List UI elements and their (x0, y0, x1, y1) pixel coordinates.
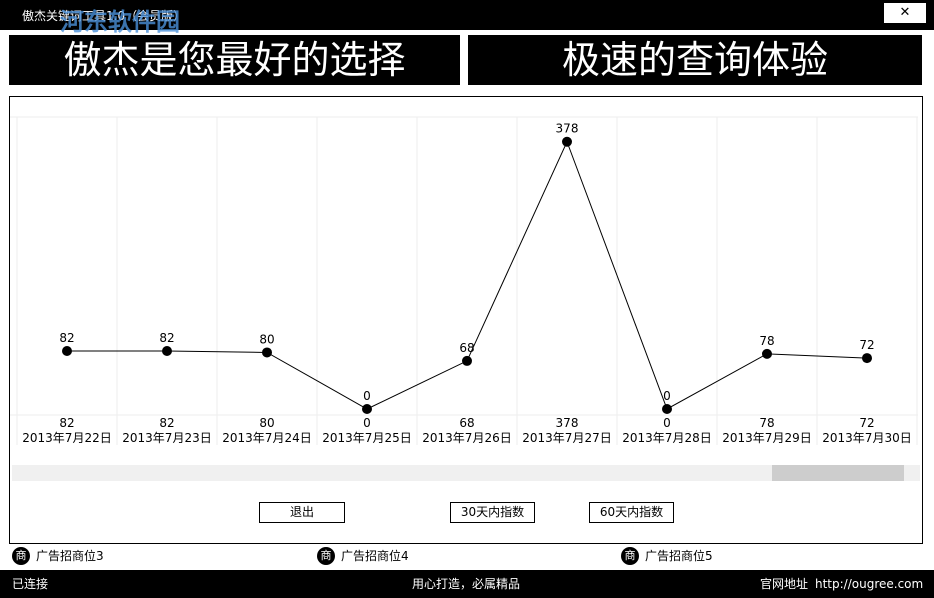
x-tick-label: 2013年7月29日 (722, 431, 811, 445)
ad-text: 广告招商位3 (36, 549, 104, 563)
ad-slot[interactable]: 商广告招商位5 (621, 547, 713, 565)
60-day-button[interactable]: 60天内指数 (589, 502, 674, 523)
x-tick-label: 2013年7月24日 (222, 431, 311, 445)
value-label: 78 (759, 416, 774, 430)
ad-slot[interactable]: 商广告招商位4 (317, 547, 409, 565)
ad-slot[interactable]: 商广告招商位3 (12, 547, 104, 565)
value-label: 72 (859, 416, 874, 430)
data-point (662, 404, 672, 414)
data-label: 82 (59, 331, 74, 345)
value-label: 0 (363, 416, 371, 430)
status-bar: 已连接 用心打造，必属精品 官网地址 http://ougree.com (0, 570, 934, 598)
x-tick-label: 2013年7月22日 (22, 431, 111, 445)
status-left: 已连接 (12, 577, 49, 591)
ad-icon: 商 (12, 547, 30, 565)
data-point (762, 348, 772, 359)
x-tick-label: 2013年7月27日 (522, 431, 611, 445)
chart-frame (9, 96, 923, 544)
data-point (262, 347, 272, 358)
ad-icon: 商 (317, 547, 335, 565)
ad-text: 广告招商位5 (645, 549, 713, 563)
banner-right: 极速的查询体验 (468, 35, 922, 85)
window-title: 傲杰关键词工具1.0（会员版） (22, 9, 186, 23)
data-line (67, 140, 868, 410)
title-bar: 傲杰关键词工具1.0（会员版） 河东软件园 ✕ (0, 0, 934, 36)
data-label: 78 (759, 334, 774, 348)
ad-icon: 商 (621, 547, 639, 565)
x-tick-label: 2013年7月25日 (322, 431, 411, 445)
status-center: 用心打造，必属精品 (412, 577, 521, 591)
value-label: 82 (159, 416, 174, 430)
data-label: 378 (556, 122, 579, 136)
data-label: 0 (363, 389, 371, 403)
data-point (162, 346, 172, 357)
data-point (462, 355, 472, 366)
data-label: 80 (259, 332, 274, 346)
site-url[interactable]: http://ougree.com (815, 577, 924, 591)
data-label: 72 (859, 338, 874, 352)
scroll-thumb[interactable] (772, 465, 904, 481)
close-button[interactable]: ✕ (884, 3, 926, 23)
exit-button[interactable]: 退出 (259, 502, 345, 523)
ad-text: 广告招商位4 (341, 549, 409, 563)
data-point (62, 346, 72, 357)
data-label: 0 (663, 389, 671, 403)
data-point (862, 353, 872, 364)
value-label: 68 (459, 416, 474, 430)
x-tick-label: 2013年7月28日 (622, 431, 711, 445)
banner-left: 傲杰是您最好的选择 (9, 35, 460, 85)
data-point (362, 404, 372, 414)
watermark: 河东软件园 (60, 8, 180, 36)
x-tick-label: 2013年7月30日 (822, 431, 911, 445)
value-label: 80 (259, 416, 274, 430)
value-label: 378 (556, 416, 579, 430)
site-label: 官网地址 (760, 577, 809, 591)
data-point (562, 136, 572, 147)
data-label: 82 (159, 331, 174, 345)
value-label: 82 (59, 416, 74, 430)
x-tick-label: 2013年7月26日 (422, 431, 511, 445)
x-tick-label: 2013年7月23日 (122, 431, 211, 445)
data-label: 68 (459, 341, 474, 355)
scrollbar[interactable] (12, 465, 920, 481)
value-label: 0 (663, 416, 671, 430)
30-day-button[interactable]: 30天内指数 (450, 502, 535, 523)
